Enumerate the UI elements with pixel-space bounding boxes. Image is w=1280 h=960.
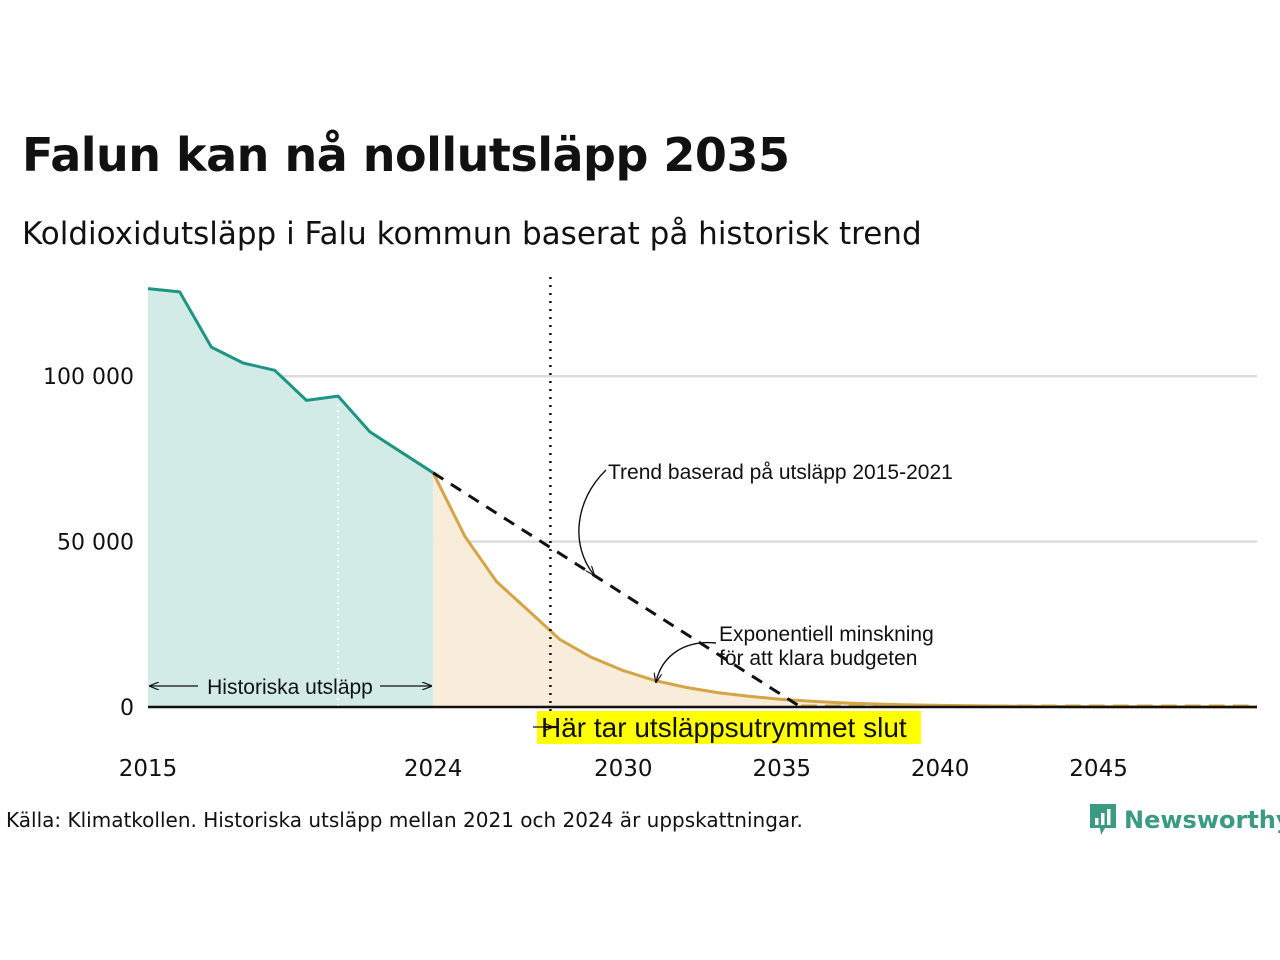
chart-title: Falun kan nå nollutsläpp 2035 <box>22 128 790 182</box>
logo-text: Newsworthy <box>1124 806 1280 834</box>
x-tick-label: 2035 <box>752 756 811 782</box>
y-tick-label: 100 000 <box>43 365 134 390</box>
reference-label: Här tar utsläppsutrymmet slut <box>541 712 907 743</box>
x-tick-label: 2045 <box>1069 756 1128 782</box>
reference-label-bg <box>537 711 921 744</box>
y-tick-label: 0 <box>120 696 134 721</box>
exp-annotation-line2: för att klara budgeten <box>719 647 917 670</box>
line-series-0 <box>147 287 434 475</box>
trend-line <box>432 471 802 709</box>
x-tick-label: 2030 <box>594 756 653 782</box>
trend-annotation-arrow <box>578 469 607 575</box>
historic-label: Historiska utsläpp <box>207 676 373 699</box>
exp-annotation-arrow <box>656 641 717 682</box>
bar-chart-icon <box>1090 804 1116 835</box>
source-note: Källa: Klimatkollen. Historiska utsläpp … <box>6 808 803 832</box>
exp-annotation-line1: Exponentiell minskning <box>719 623 934 646</box>
area-fill-series-1 <box>433 472 1258 707</box>
area-fill-series-0 <box>148 288 434 707</box>
trend-annotation: Trend baserad på utsläpp 2015-2021 <box>608 461 953 484</box>
y-tick-label: 50 000 <box>57 531 134 556</box>
chart-subtitle: Koldioxidutsläpp i Falu kommun baserat p… <box>22 216 922 252</box>
x-tick-label: 2040 <box>911 756 970 782</box>
x-tick-label: 2015 <box>119 756 178 782</box>
newsworthy-logo: Newsworthy <box>1088 802 1280 838</box>
x-tick-label: 2024 <box>404 756 463 782</box>
